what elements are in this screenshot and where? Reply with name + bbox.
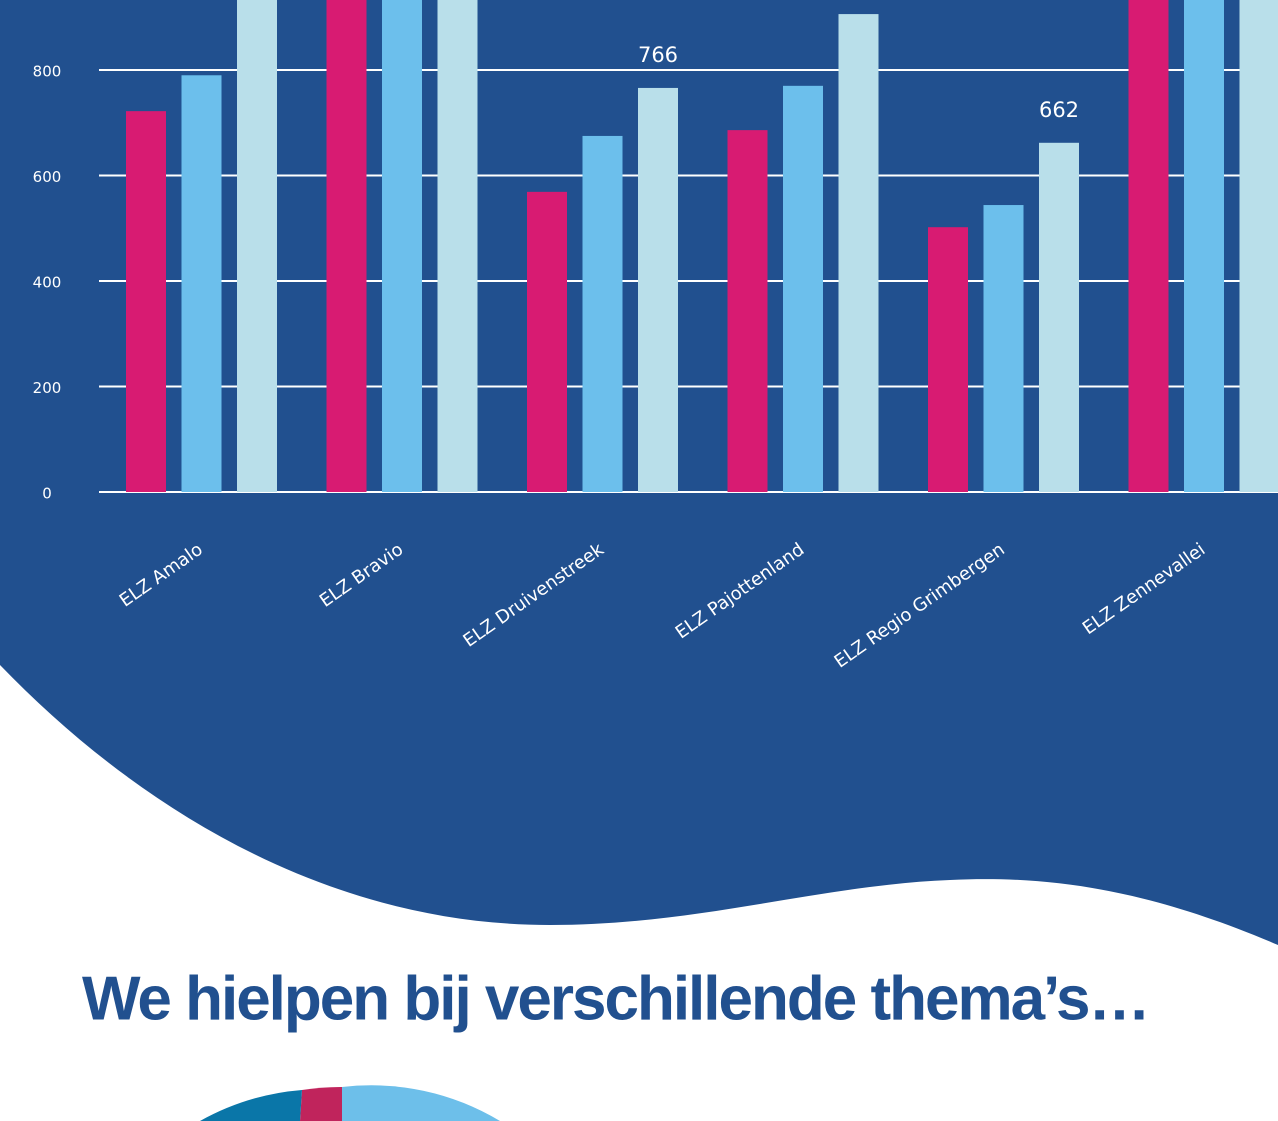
bar xyxy=(326,0,367,493)
y-tick-label: 200 xyxy=(33,379,62,397)
bar xyxy=(783,85,823,492)
bar xyxy=(727,130,768,492)
y-tick-label: 800 xyxy=(33,63,62,81)
value-label: 766 xyxy=(638,43,678,67)
bar xyxy=(1184,0,1224,492)
bar xyxy=(983,205,1024,493)
bar xyxy=(437,0,478,492)
bar xyxy=(181,75,222,493)
bar xyxy=(928,227,968,492)
bar xyxy=(582,135,623,492)
bar xyxy=(237,0,277,492)
bar xyxy=(638,87,678,492)
y-tick-label: 0 xyxy=(42,485,52,503)
value-label: 662 xyxy=(1039,98,1079,122)
heading: We hielpen bij verschillende thema’s… xyxy=(82,964,1148,1033)
bar xyxy=(838,14,879,493)
bar xyxy=(1039,142,1079,493)
bar xyxy=(126,111,166,493)
pie-partial xyxy=(200,1085,500,1121)
bar xyxy=(382,0,422,492)
y-tick-label: 400 xyxy=(33,274,62,292)
bar xyxy=(527,191,567,493)
bar xyxy=(1239,0,1278,493)
bar xyxy=(1128,0,1169,492)
y-tick-label: 600 xyxy=(33,168,62,186)
